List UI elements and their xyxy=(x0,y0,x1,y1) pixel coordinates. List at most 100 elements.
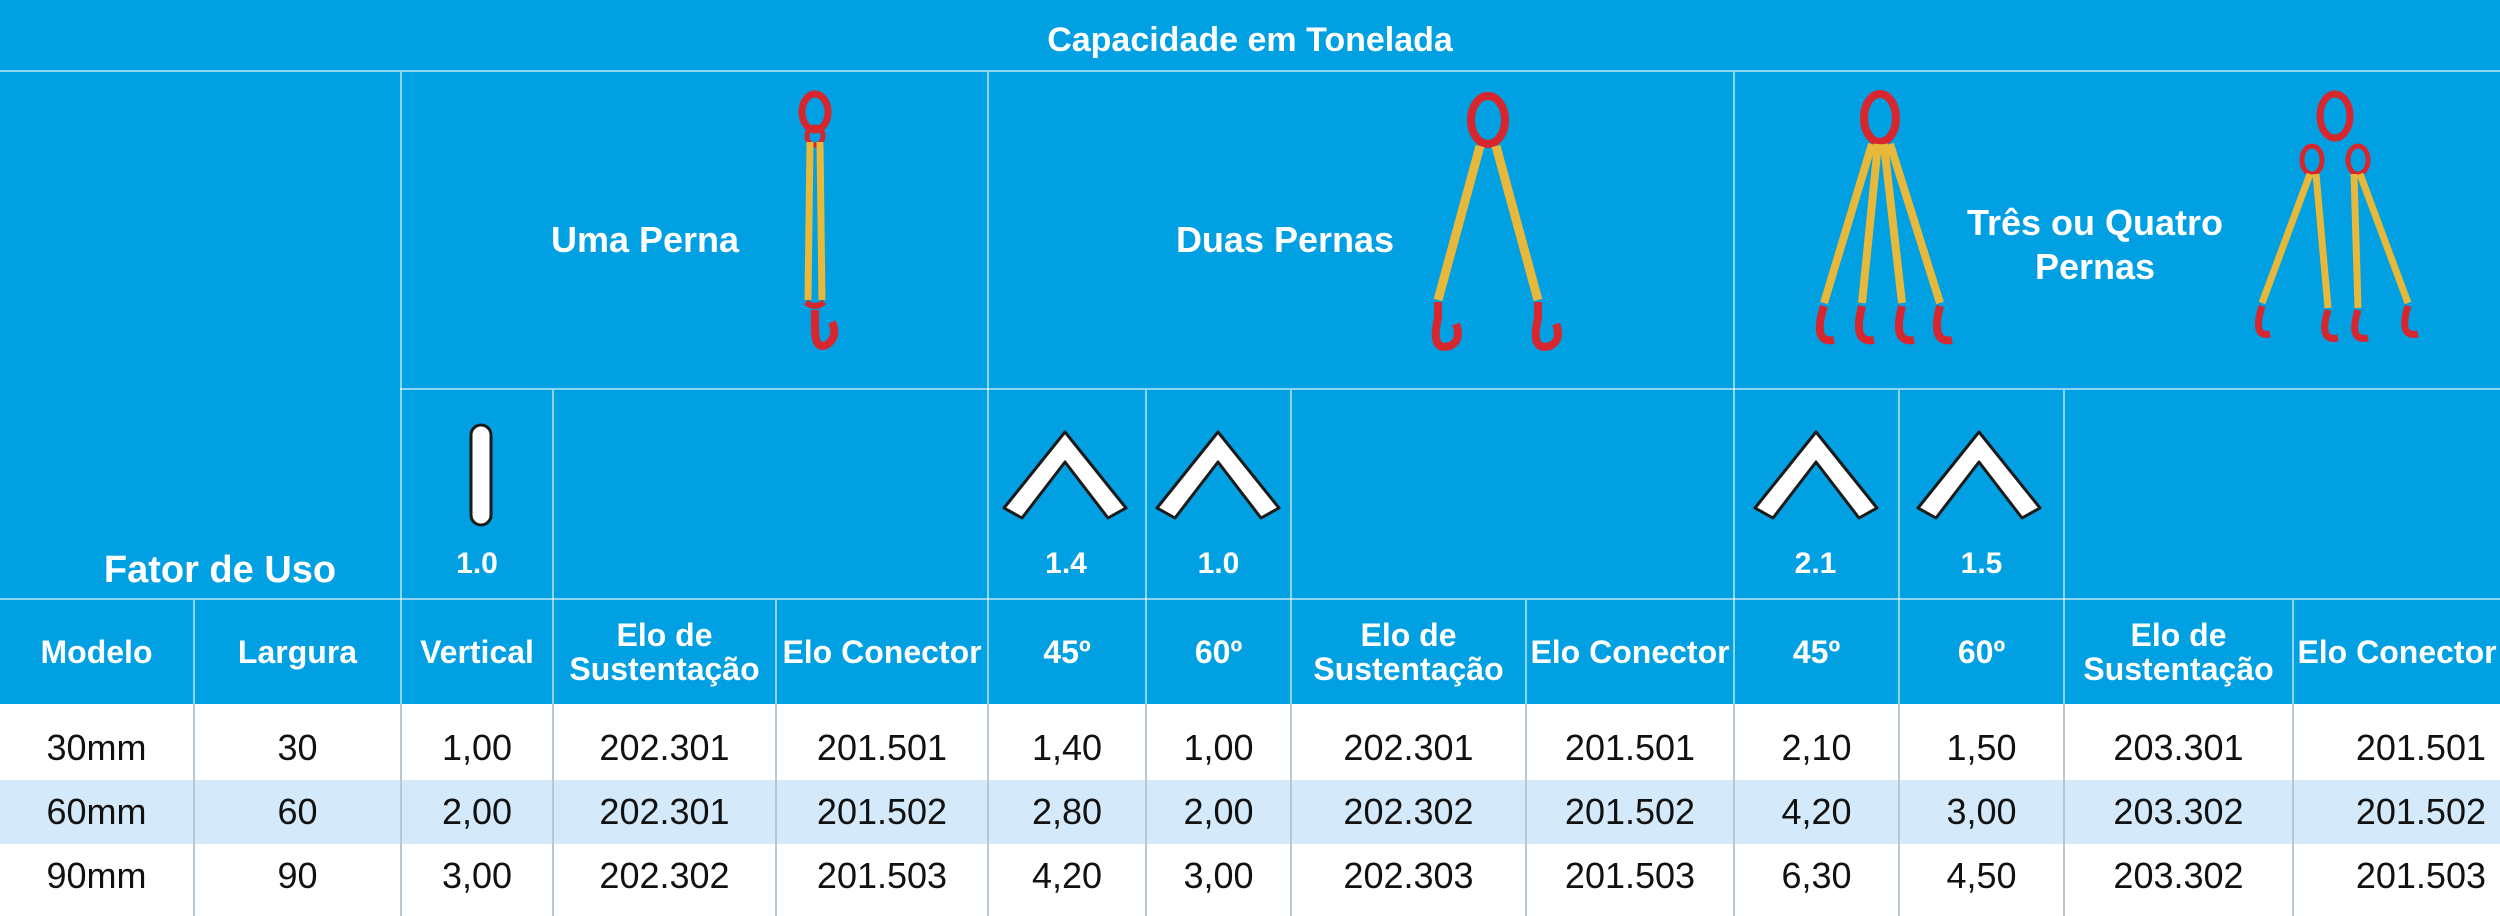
table-cell: 201.502 xyxy=(2355,791,2486,832)
divider xyxy=(2292,704,2294,916)
divider xyxy=(1145,704,1147,916)
column-header-vertical: Vertical xyxy=(420,634,534,670)
table-cell: 202.301 xyxy=(1343,727,1474,768)
column-header-support-link: Elo de Sustentação xyxy=(1313,617,1504,687)
usage-factor-value: 1.0 xyxy=(456,547,498,580)
table-cell: 202.303 xyxy=(1343,855,1474,896)
column-header-connector-link: Elo Conector xyxy=(1530,634,1730,670)
four-leg-sling-icon xyxy=(1800,88,1960,368)
column-header-45: 45º xyxy=(1792,634,1841,670)
divider xyxy=(1290,704,1292,916)
divider xyxy=(400,388,2500,390)
table-cell: 1,00 xyxy=(441,727,513,768)
divider xyxy=(193,600,195,704)
table-cell: 90mm xyxy=(46,855,147,896)
table-cell: 201.502 xyxy=(816,791,948,832)
table-cell: 202.302 xyxy=(599,855,730,896)
table-cell: 202.302 xyxy=(1343,791,1474,832)
angle-chevron-icon xyxy=(998,418,1132,524)
single-leg-sling-icon xyxy=(780,90,850,370)
table-cell: 4,50 xyxy=(1946,855,2017,896)
group-label-one-leg: Uma Perna xyxy=(550,219,740,260)
angle-chevron-icon xyxy=(1912,418,2046,524)
divider xyxy=(1898,390,1900,704)
table-cell: 30mm xyxy=(46,727,147,768)
divider xyxy=(0,598,2500,600)
table-row xyxy=(0,844,2500,908)
table-cell: 4,20 xyxy=(1781,791,1852,832)
divider xyxy=(1290,390,1292,704)
column-header-60: 60º xyxy=(1957,634,2006,670)
table-cell: 1,50 xyxy=(1946,727,2017,768)
table-cell: 2,00 xyxy=(1183,791,1254,832)
usage-factor-value: 1.0 xyxy=(1197,547,1240,580)
two-leg-sling-icon xyxy=(1410,90,1570,370)
table-cell: 90 xyxy=(277,855,318,896)
table-header xyxy=(0,0,2500,704)
table-cell: 60mm xyxy=(46,791,147,832)
table-cell: 2,80 xyxy=(1031,791,1103,832)
table-cell: 3,00 xyxy=(441,855,513,896)
divider xyxy=(2292,600,2294,704)
column-header-60: 60º xyxy=(1194,634,1243,670)
table-cell: 30 xyxy=(277,727,318,768)
table-cell: 4,20 xyxy=(1031,855,1103,896)
table-cell: 201.501 xyxy=(816,727,948,768)
divider xyxy=(1525,600,1527,704)
table-title: Capacidade em Tonelada xyxy=(1047,20,1453,59)
divider xyxy=(2063,390,2065,704)
table-cell: 203.302 xyxy=(2113,791,2244,832)
table-row xyxy=(0,716,2500,780)
divider xyxy=(1145,390,1147,704)
divider xyxy=(1525,704,1527,916)
column-header-connector-link: Elo Conector xyxy=(782,634,982,670)
column-header-support-link: Elo de Sustentação xyxy=(2083,617,2274,687)
table-cell: 201.503 xyxy=(816,855,948,896)
divider xyxy=(193,704,195,916)
group-label-three-four-legs: Três ou Quatro Pernas xyxy=(1966,202,2224,287)
divider xyxy=(0,70,2500,72)
divider xyxy=(1898,704,1900,916)
angle-chevron-icon xyxy=(1151,418,1285,524)
table-cell: 203.301 xyxy=(2113,727,2244,768)
divider xyxy=(552,704,554,916)
usage-factor-value: 2.1 xyxy=(1794,547,1837,580)
table-cell: 201.502 xyxy=(1564,791,1696,832)
divider xyxy=(400,704,402,916)
table-cell: 3,00 xyxy=(1946,791,2017,832)
angle-chevron-icon xyxy=(1749,418,1883,524)
table-cell: 202.301 xyxy=(599,727,730,768)
divider xyxy=(775,600,777,704)
divider xyxy=(1733,704,1735,916)
table-cell: 60 xyxy=(277,791,318,832)
table-cell: 2,10 xyxy=(1781,727,1852,768)
column-header-45: 45º xyxy=(1043,634,1091,670)
table-cell: 201.501 xyxy=(2355,727,2486,768)
column-header-width: Largura xyxy=(237,634,358,670)
table-cell: 3,00 xyxy=(1183,855,1254,896)
vertical-angle-icon xyxy=(466,420,496,530)
divider xyxy=(2063,704,2065,916)
divider xyxy=(552,390,554,704)
usage-factor-value: 1.4 xyxy=(1045,547,1087,580)
table-cell: 201.503 xyxy=(1564,855,1696,896)
table-row xyxy=(0,780,2500,844)
table-cell: 1,40 xyxy=(1031,727,1103,768)
divider xyxy=(987,704,989,916)
table-cell: 202.301 xyxy=(599,791,730,832)
group-label-two-legs: Duas Pernas xyxy=(1175,219,1395,260)
table-cell: 201.501 xyxy=(1564,727,1696,768)
table-cell: 6,30 xyxy=(1781,855,1852,896)
usage-factor-label: Fator de Uso xyxy=(103,548,337,591)
divider xyxy=(775,704,777,916)
table-cell: 2,00 xyxy=(441,791,513,832)
column-header-model: Modelo xyxy=(40,634,153,670)
table-cell: 203.302 xyxy=(2113,855,2244,896)
table-cell: 201.503 xyxy=(2355,855,2486,896)
column-header-connector-link: Elo Conector xyxy=(2297,634,2497,670)
usage-factor-value: 1.5 xyxy=(1960,547,2003,580)
table-cell: 1,00 xyxy=(1183,727,1254,768)
three-leg-sling-icon xyxy=(2240,88,2430,368)
column-header-support-link: Elo de Sustentação xyxy=(569,617,760,687)
